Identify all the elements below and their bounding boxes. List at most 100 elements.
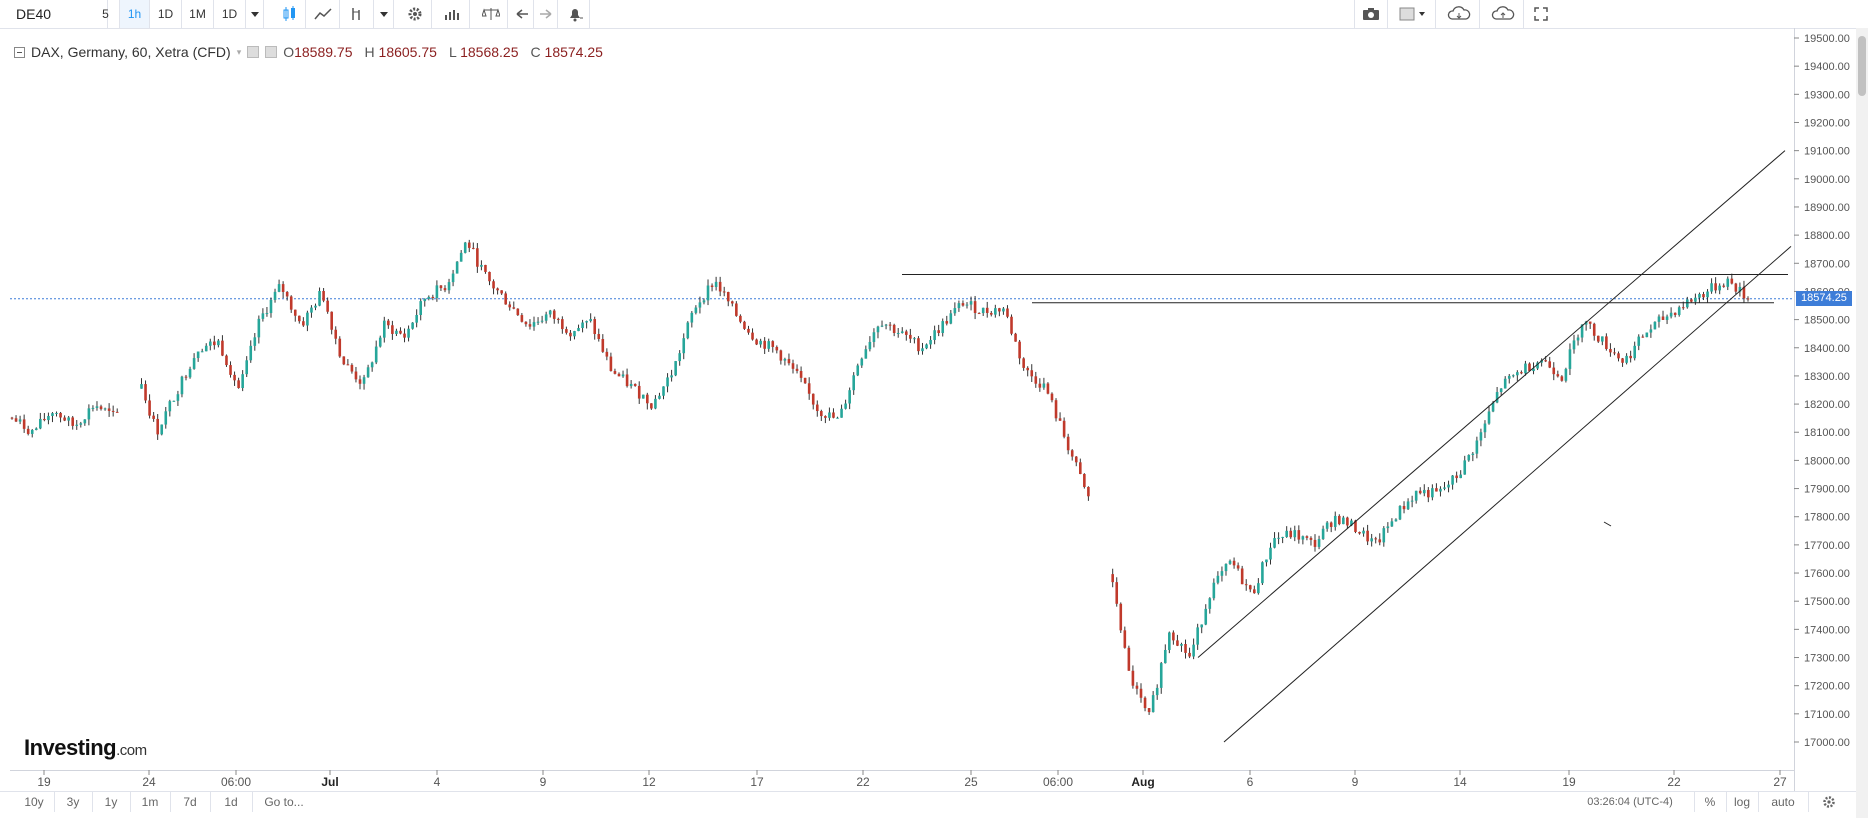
candle-body [973, 301, 977, 314]
settings-gear-icon[interactable] [398, 0, 432, 28]
candle-body [1232, 560, 1236, 566]
candle-body [334, 329, 338, 339]
interval-1d-button[interactable]: 1D [150, 0, 182, 28]
candle-body [407, 328, 410, 338]
indicators-icon[interactable] [306, 0, 340, 28]
candle-body [265, 313, 269, 315]
symbol-input[interactable]: DE40 [0, 0, 108, 28]
candle-body [730, 301, 734, 304]
range-1d-button[interactable]: 1d [210, 792, 253, 812]
candle-body [985, 307, 989, 313]
price-axis[interactable]: 19500.00 19400.00 19300.00 19200.00 19100.00… [1794, 33, 1850, 749]
candle-body [1633, 345, 1636, 359]
go-to-button[interactable]: Go to... [264, 795, 304, 809]
legend-visibility-icon[interactable] [247, 46, 260, 58]
cloud-save-icon[interactable] [1482, 0, 1524, 28]
candle-body [1079, 462, 1082, 475]
redo-icon[interactable] [534, 0, 558, 28]
candle-body [593, 319, 597, 335]
investing-logo[interactable]: Investing.com [24, 735, 147, 760]
scales-icon[interactable] [474, 0, 508, 28]
candle-body [581, 322, 584, 329]
range-3y-button[interactable]: 3y [54, 792, 93, 812]
drawing-tools-icon[interactable] [340, 0, 374, 28]
candle-body [1580, 324, 1584, 338]
range-7d-button[interactable]: 7d [170, 792, 211, 812]
candle-body [892, 324, 896, 333]
candle-body [75, 424, 79, 426]
candle-body [180, 376, 184, 395]
time-axis[interactable]: 19 24 06:00 Jul 4 9 12 17 22 25 06:00 Aug 6 9 14 19 22 27 [37, 770, 1787, 789]
channel-upper-line[interactable] [1197, 150, 1786, 658]
scrollbar-thumb[interactable] [1858, 36, 1866, 96]
candle-body [787, 358, 791, 364]
candle-body [1702, 294, 1705, 298]
bottom-settings-gear-icon[interactable] [1816, 792, 1842, 812]
high-value: 18605.75 [378, 44, 437, 60]
candle-body [767, 341, 771, 349]
range-1y-button[interactable]: 1y [92, 792, 131, 812]
candle-body [200, 351, 204, 353]
candle-body [933, 330, 936, 340]
legend-title: DAX, Germany, 60, Xetra (CFD) [31, 44, 231, 60]
y-tick-label: 17300.00 [1804, 653, 1850, 665]
layout-select-icon[interactable] [1390, 0, 1436, 28]
candle-body [455, 261, 459, 274]
candle-body [1224, 563, 1228, 572]
candle-body [1653, 321, 1657, 330]
interval-1h-button[interactable]: 1h [120, 0, 150, 28]
candle-body [1208, 598, 1212, 609]
candle-body [443, 288, 447, 291]
candle-body [322, 291, 325, 301]
channel-lower-line[interactable] [1223, 246, 1792, 743]
candle-body [476, 248, 479, 267]
trendline-drawings[interactable] [902, 150, 1792, 743]
candle-body [759, 340, 762, 345]
candle-body [613, 371, 617, 374]
interval-dropdown-icon[interactable] [246, 0, 264, 28]
candle-body [1131, 670, 1135, 686]
x-tick-label: 9 [540, 775, 547, 789]
alert-bell-icon[interactable] [560, 0, 590, 28]
candle-body [795, 368, 799, 371]
auto-toggle[interactable]: auto [1758, 792, 1809, 812]
legend-settings-icon[interactable] [265, 46, 278, 58]
fullscreen-icon[interactable] [1526, 0, 1556, 28]
log-toggle[interactable]: log [1726, 792, 1759, 812]
legend-dropdown-icon[interactable]: ▾ [236, 46, 242, 57]
candle-body [1524, 363, 1527, 374]
range-10y-button[interactable]: 10y [14, 792, 55, 812]
collapse-icon[interactable] [14, 46, 25, 58]
interval-1m-button[interactable]: 1M [182, 0, 214, 28]
interval-5m-button[interactable]: 5 [92, 0, 120, 28]
candle-body [548, 310, 552, 315]
candle-body [1495, 392, 1499, 403]
candle-body [318, 291, 321, 306]
vertical-scrollbar[interactable] [1856, 28, 1868, 818]
y-tick-label: 17400.00 [1804, 624, 1850, 636]
candle-body [1382, 528, 1386, 543]
compare-chart-icon[interactable] [436, 0, 470, 28]
percent-toggle[interactable]: % [1694, 792, 1727, 812]
candle-body [1313, 539, 1317, 547]
cloud-load-icon[interactable] [1438, 0, 1480, 28]
candles-icon[interactable] [272, 0, 306, 28]
candle-body [856, 365, 860, 376]
range-1m-button[interactable]: 1m [130, 792, 171, 812]
candle-body [577, 328, 580, 332]
x-tick-label: 17 [750, 775, 764, 789]
candle-body [1657, 316, 1661, 322]
candle-body [544, 314, 548, 321]
candle-body [160, 424, 164, 435]
candle-body [1346, 517, 1349, 526]
camera-icon[interactable] [1354, 0, 1388, 28]
candle-body [1265, 559, 1268, 563]
undo-icon[interactable] [510, 0, 534, 28]
drawing-dropdown-icon[interactable] [374, 0, 394, 28]
x-tick-label: 9 [1352, 775, 1359, 789]
candle-body [338, 338, 342, 357]
candle-body [678, 353, 681, 362]
interval-custom-button[interactable]: 1D [214, 0, 246, 28]
candle-body [269, 299, 273, 314]
